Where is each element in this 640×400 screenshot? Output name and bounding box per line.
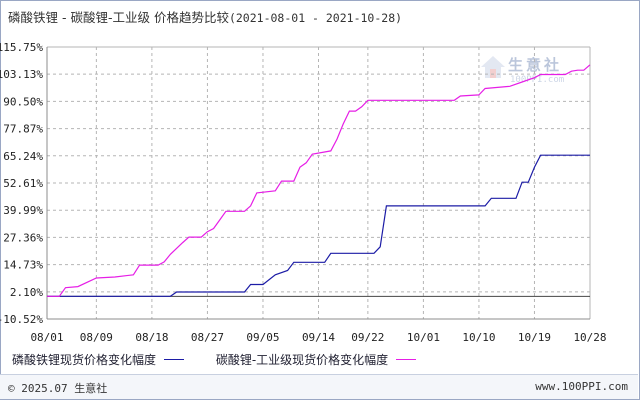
site-link[interactable]: www.100PPI.com bbox=[535, 380, 628, 393]
x-tick-label: 08/27 bbox=[191, 331, 224, 344]
x-tick-label: 08/18 bbox=[135, 331, 168, 344]
chart-title: 磷酸铁锂 - 碳酸锂-工业级 价格趋势比较(2021-08-01 - 2021-… bbox=[8, 7, 402, 26]
x-tick-label: 08/09 bbox=[80, 331, 113, 344]
legend-label-series2: 碳酸锂-工业级现货价格变化幅度 bbox=[215, 353, 389, 367]
x-tick-label: 10/10 bbox=[462, 331, 495, 344]
y-tick-label: 52.61% bbox=[3, 177, 43, 190]
legend-item-series1: 磷酸铁锂现货价格变化幅度 bbox=[12, 351, 185, 368]
y-tick-label: 103.13% bbox=[0, 68, 43, 81]
series-line-2 bbox=[47, 64, 591, 297]
copyright-text: © 2025.07 生意社 bbox=[8, 382, 108, 395]
x-tick-label: 09/14 bbox=[302, 331, 335, 344]
x-tick-label: 09/22 bbox=[351, 331, 384, 344]
watermark: 生意社 100PPI.com bbox=[480, 54, 590, 94]
watermark-name: 生意社 bbox=[508, 56, 563, 74]
watermark-url: 100PPI.com bbox=[510, 75, 565, 85]
chart-legend: 磷酸铁锂现货价格变化幅度 碳酸锂-工业级现货价格变化幅度 bbox=[12, 351, 444, 368]
house-logo-icon bbox=[481, 56, 505, 78]
x-tick-label: 10/01 bbox=[407, 331, 440, 344]
x-tick-label: 10/19 bbox=[518, 331, 551, 344]
x-tick-label: 09/05 bbox=[246, 331, 279, 344]
legend-swatch-series2 bbox=[396, 359, 417, 360]
legend-swatch-series1 bbox=[164, 359, 185, 360]
y-tick-label: 2.10% bbox=[10, 286, 43, 299]
y-tick-label: 65.24% bbox=[3, 150, 43, 163]
y-tick-label: 90.50% bbox=[3, 95, 43, 108]
footer: © 2025.07 生意社 www.100PPI.com bbox=[0, 374, 638, 399]
chart-title-text: 磷酸铁锂 - 碳酸锂-工业级 价格趋势比较 bbox=[8, 10, 229, 25]
series-line-1 bbox=[47, 154, 590, 297]
y-tick-label: 14.73% bbox=[3, 259, 43, 272]
legend-label-series1: 磷酸铁锂现货价格变化幅度 bbox=[12, 353, 157, 367]
y-tick-label: 77.87% bbox=[3, 123, 43, 136]
y-tick-label: 115.75% bbox=[0, 41, 43, 54]
chart-date-range: (2021-08-01 - 2021-10-28) bbox=[228, 11, 403, 25]
legend-item-series2: 碳酸锂-工业级现货价格变化幅度 bbox=[215, 351, 417, 368]
y-tick-label: 39.99% bbox=[3, 204, 43, 217]
y-tick-label: -10.52% bbox=[0, 313, 43, 326]
x-tick-label: 10/28 bbox=[573, 331, 606, 344]
y-tick-label: 27.36% bbox=[3, 231, 43, 244]
x-tick-label: 08/01 bbox=[30, 331, 63, 344]
